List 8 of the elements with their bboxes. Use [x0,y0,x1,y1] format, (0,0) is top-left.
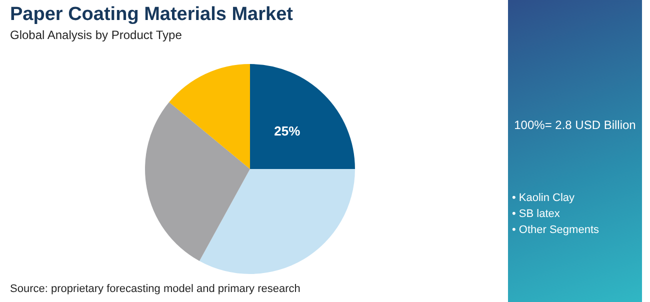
text: • SB latex [512,207,561,222]
data-label: 25% [274,123,301,138]
chart-subtitle: Global Analysis by Product Type [10,28,182,42]
source-note: Source: proprietary forecasting model and primary research [10,283,300,295]
text: • Kaolin Clay [512,191,576,206]
text: 100%= 2.8 USD Billion [513,118,637,132]
chart-title: Paper Coating Materials Market [10,4,293,26]
text: • Other Segments [512,223,600,238]
